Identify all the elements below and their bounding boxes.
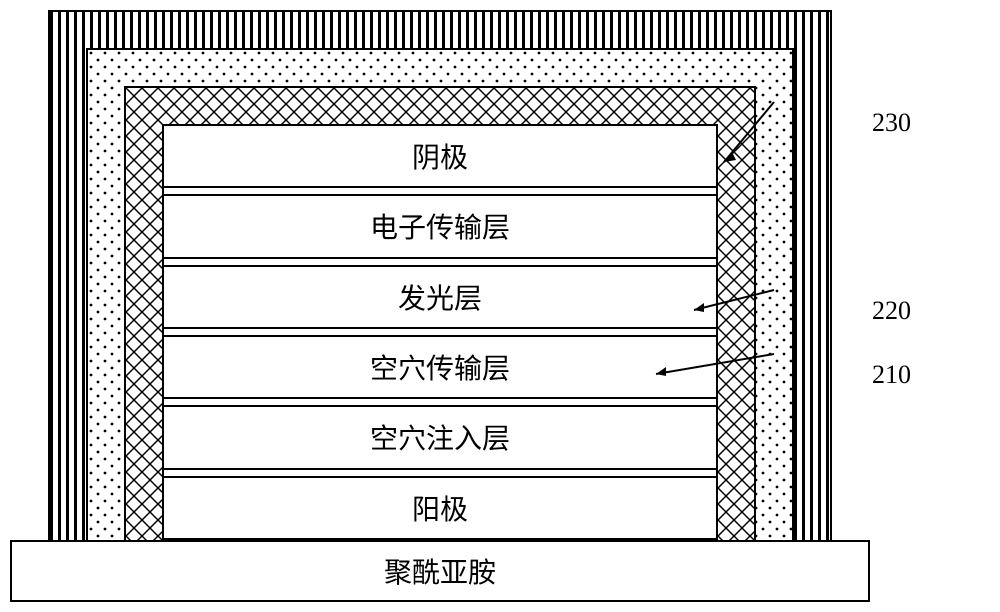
layer-anode: 阳极	[162, 476, 718, 540]
oled-cross-section-figure: 阴极 电子传输层 发光层 空穴传输层 空穴注入层 阳极 聚酰亚胺 230 220…	[10, 10, 990, 602]
layer-electron-transport: 电子传输层	[162, 194, 718, 258]
callout-label: 230	[872, 108, 911, 138]
leader-line-icon	[774, 354, 870, 394]
callout-group: 230 220 210	[870, 10, 990, 602]
callout-label: 220	[872, 296, 911, 326]
layer-label: 发光层	[398, 277, 482, 317]
layer-hole-injection: 空穴注入层	[162, 405, 718, 469]
oled-layer-stack: 阴极 电子传输层 发光层 空穴传输层 空穴注入层 阳极	[162, 124, 718, 540]
substrate-polyimide: 聚酰亚胺	[10, 540, 870, 602]
substrate-label: 聚酰亚胺	[384, 551, 496, 591]
layer-emissive: 发光层	[162, 265, 718, 329]
layer-label: 阴极	[412, 136, 468, 176]
layer-label: 空穴注入层	[370, 417, 510, 457]
layer-label: 阳极	[412, 488, 468, 528]
layer-label: 空穴传输层	[370, 347, 510, 387]
layer-hole-transport: 空穴传输层	[162, 335, 718, 399]
leader-line-icon	[774, 102, 870, 142]
layer-label: 电子传输层	[370, 206, 510, 246]
leader-line-icon	[774, 290, 870, 330]
callout-label: 210	[872, 360, 911, 390]
diagram-area: 阴极 电子传输层 发光层 空穴传输层 空穴注入层 阳极 聚酰亚胺	[10, 10, 870, 602]
layer-cathode: 阴极	[162, 124, 718, 188]
